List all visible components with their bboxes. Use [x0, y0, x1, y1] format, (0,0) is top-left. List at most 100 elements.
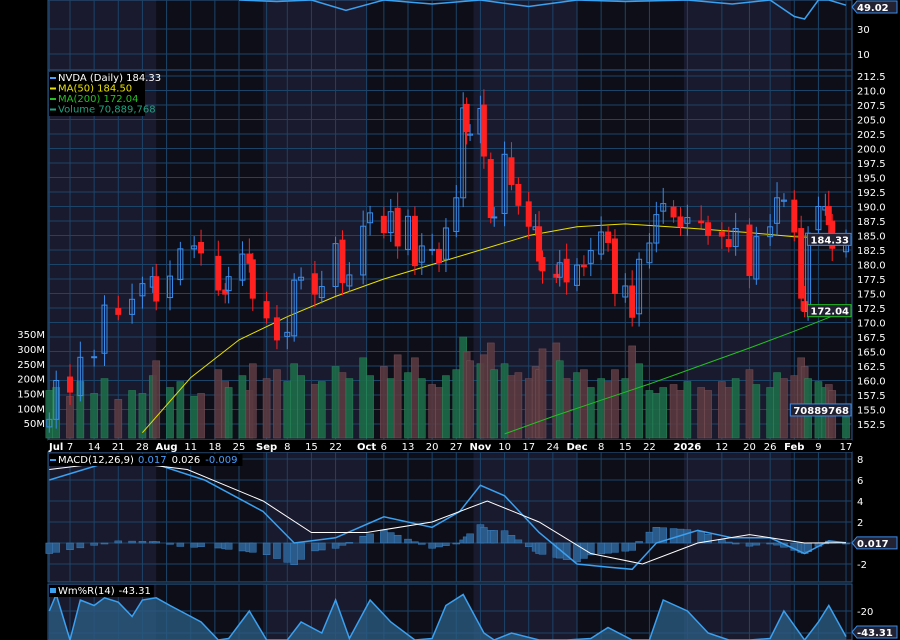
macd-histogram-bar: [318, 542, 326, 551]
candle: [225, 266, 232, 304]
volume-bar: [538, 348, 547, 439]
candle: [467, 124, 474, 141]
volume-bar: [152, 360, 161, 439]
macd-histogram-bar: [490, 530, 498, 544]
macd-histogram-bar: [90, 542, 98, 546]
candle: [436, 242, 443, 273]
candle: [501, 141, 508, 227]
macd-histogram-bar: [452, 542, 461, 545]
volume-bar: [697, 387, 705, 439]
candle-body: [611, 238, 618, 294]
candle-body: [825, 206, 832, 225]
price-tag-box: [806, 232, 852, 246]
candle-body: [525, 201, 532, 227]
volume-bar: [190, 396, 198, 439]
macd-value-tag: 0.017: [851, 536, 898, 550]
williams-value-tag: -43.31: [851, 625, 898, 639]
legend-swatch-icon: [50, 108, 56, 111]
macd-histogram-bar: [514, 539, 523, 544]
volume-bar: [297, 375, 305, 439]
candle: [332, 236, 339, 296]
volume-tick-label: 150M: [17, 389, 45, 400]
macd-histogram-bar: [52, 542, 60, 553]
volume-bar: [766, 387, 774, 439]
candle: [774, 182, 781, 237]
price-tick-label: 165.0: [857, 348, 886, 359]
macd-histogram-bar: [731, 542, 740, 545]
candle: [215, 240, 222, 296]
macd-histogram-bar: [538, 542, 547, 555]
price-tag-label: 172.04: [810, 307, 849, 318]
date-tick-label: 24: [546, 442, 559, 453]
candle-body: [436, 248, 443, 264]
candle: [746, 218, 753, 289]
date-tick-label: 10: [498, 442, 511, 453]
date-tick-label: 27: [450, 442, 463, 453]
macd-histogram-bar: [652, 527, 661, 544]
macd-histogram-bar: [359, 536, 367, 544]
candle-body: [191, 245, 198, 250]
candle-body: [442, 227, 449, 260]
legend-swatch-icon: [50, 77, 56, 79]
candle-body: [332, 243, 339, 288]
candle: [77, 341, 84, 402]
volume-bar: [580, 369, 588, 439]
macd-histogram-bar: [311, 542, 319, 552]
macd-tick-label: 6: [857, 476, 863, 487]
macd-histogram-bar: [262, 542, 271, 555]
price-tick-label: 187.5: [857, 217, 886, 228]
candle-body: [622, 285, 629, 298]
macd-line: [49, 458, 847, 571]
candle: [587, 237, 594, 277]
candle: [387, 198, 394, 242]
macd-tick-label: 2: [857, 518, 863, 529]
candle-body: [556, 262, 563, 278]
candle-body: [177, 248, 184, 281]
volume-tick-label: 350M: [17, 330, 45, 341]
candle-body: [394, 207, 401, 247]
candle-body: [77, 356, 84, 397]
volume-bar: [138, 393, 147, 439]
candle: [346, 262, 353, 292]
price-tick-label: 202.5: [857, 130, 886, 141]
candle: [556, 250, 563, 287]
candle-body: [553, 273, 560, 278]
candle-body: [463, 103, 470, 133]
candle-body: [311, 273, 318, 295]
date-tick-label: 15: [305, 442, 318, 453]
macd-histogram-bar: [645, 531, 654, 544]
month-shade: [473, 0, 578, 70]
candle-body: [263, 301, 270, 319]
macd-histogram-bar: [500, 530, 509, 544]
price-tag-label: 49.02: [857, 3, 889, 14]
candle: [525, 192, 532, 239]
date-tick-label: 11: [184, 442, 197, 453]
volume-bar: [555, 360, 564, 439]
price-tag-label: 0.017: [857, 539, 889, 550]
candle: [394, 192, 401, 259]
candle-body: [405, 215, 412, 250]
macd-histogram-bar: [114, 540, 123, 544]
candle: [167, 260, 174, 311]
candle-body: [91, 356, 98, 359]
price-tick-label: 175.0: [857, 290, 886, 301]
candle-body: [380, 215, 387, 234]
williams-line: [48, 592, 847, 640]
candle-body: [318, 286, 325, 299]
volume-bar: [386, 378, 395, 439]
candle-body: [225, 276, 232, 292]
date-tick-label: 8: [284, 442, 290, 453]
macd-histogram-bar: [435, 542, 443, 548]
date-tick-label: 13: [402, 442, 415, 453]
volume-bar: [331, 366, 340, 439]
macd-histogram-bar: [387, 532, 395, 544]
candle: [263, 291, 270, 324]
candle-body: [774, 197, 781, 224]
williams-area: [49, 594, 847, 640]
date-tick-label: 20: [426, 442, 439, 453]
macd-histogram-bar: [345, 542, 354, 544]
macd-legend-value: 0.026: [172, 455, 201, 466]
volume-bar: [428, 384, 436, 439]
candle: [732, 212, 739, 256]
